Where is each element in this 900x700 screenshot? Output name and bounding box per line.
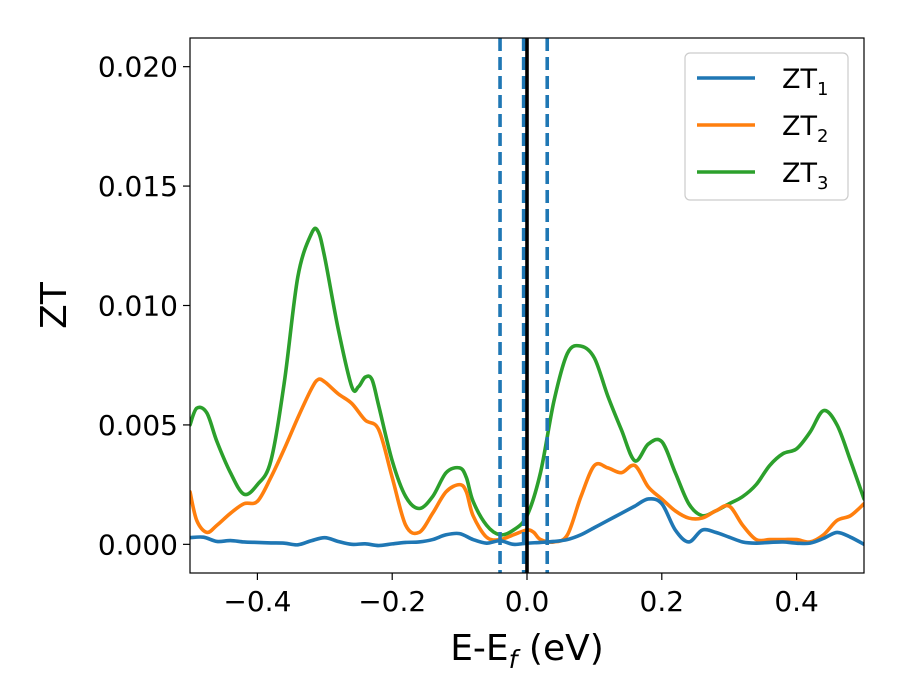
series-line-zt2 [190, 377, 864, 544]
y-axis-ticks: 0.000 0.005 0.010 0.015 0.020 [98, 51, 190, 561]
legend-label-zt1: ZT1 [782, 64, 828, 100]
plot-area [190, 38, 864, 573]
x-axis-ticks: −0.4 −0.2 0.0 0.2 0.4 [223, 573, 819, 618]
series-line-zt3 [190, 226, 864, 537]
y-tick-label: 0.015 [98, 170, 178, 203]
plot-layer [190, 38, 864, 573]
y-tick-label: 0.005 [98, 409, 178, 442]
x-tick-label: −0.2 [358, 585, 426, 618]
legend-label-zt3: ZT3 [782, 158, 828, 194]
x-axis-label: E-Ef (eV) [450, 628, 604, 674]
x-tick-label: 0.2 [640, 585, 685, 618]
x-tick-label: 0.0 [505, 585, 550, 618]
legend-box [684, 52, 849, 201]
x-tick-label: 0.4 [774, 585, 819, 618]
x-tick-label: −0.4 [223, 585, 291, 618]
y-tick-label: 0.020 [98, 51, 178, 84]
legend: ZT1 ZT2 ZT3 [684, 52, 849, 201]
y-tick-label: 0.010 [98, 290, 178, 323]
legend-label-zt2: ZT2 [782, 111, 828, 147]
y-axis-label: ZT [34, 281, 75, 329]
y-tick-label: 0.000 [98, 528, 178, 561]
